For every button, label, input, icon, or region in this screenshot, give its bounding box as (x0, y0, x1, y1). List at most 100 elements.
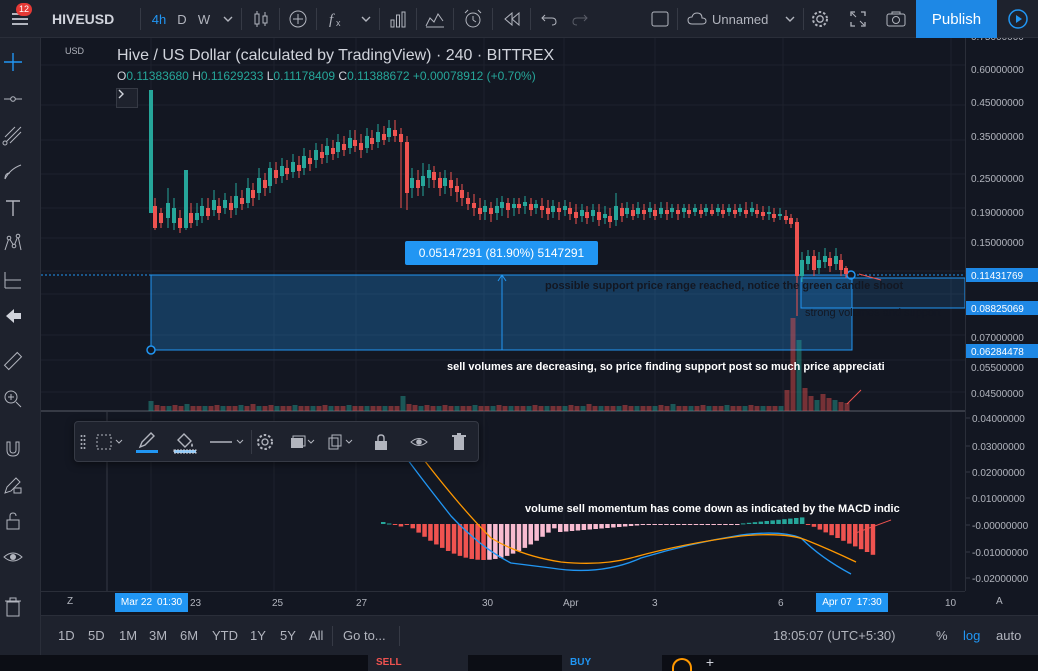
cloud-save-button[interactable] (684, 0, 710, 38)
delete-drawing-button[interactable] (447, 430, 471, 454)
time-axis[interactable]: Z Mar 22 01:30 23 25 27 30 Apr 3 6 Apr 0… (41, 591, 965, 615)
goto-label: Go to... (343, 628, 386, 643)
percent-toggle[interactable]: % (936, 628, 948, 643)
range-1m[interactable]: 1M (119, 628, 138, 643)
collapse-legend-button[interactable] (116, 88, 138, 108)
buy-button[interactable]: BUY (562, 655, 662, 671)
log-toggle[interactable]: log (963, 628, 981, 643)
line-color-button[interactable] (133, 430, 161, 454)
close-label: C (338, 69, 348, 83)
zoom-out-button[interactable]: Z (67, 596, 74, 607)
chart-canvas[interactable] (41, 38, 965, 591)
financials-button[interactable] (384, 0, 412, 38)
interval-dropdown[interactable] (218, 0, 238, 38)
candle-body (670, 208, 674, 212)
volume-bar (556, 406, 562, 411)
annotation-strong[interactable]: strong volumes and support (805, 307, 941, 319)
pattern-tool[interactable] (0, 230, 26, 256)
publish-button[interactable]: Publish (916, 0, 997, 38)
fullscreen-button[interactable] (844, 0, 872, 38)
range-all[interactable]: All (309, 628, 324, 643)
clone-button[interactable] (325, 430, 357, 454)
settings-button[interactable] (806, 0, 834, 38)
snapshot-button[interactable] (882, 0, 910, 38)
prediction-tool[interactable] (0, 267, 26, 293)
alert-button[interactable] (458, 0, 488, 38)
hide-drawings-tool[interactable] (0, 544, 26, 570)
volume-bar (700, 405, 706, 411)
macd-histogram-bar (499, 524, 504, 558)
crosshair-tool[interactable] (0, 49, 26, 75)
chart-pane[interactable]: Hive / US Dollar (calculated by TradingV… (41, 38, 965, 591)
remove-drawings-tool[interactable] (0, 594, 26, 620)
brush-tool[interactable] (0, 159, 26, 185)
candle-body (365, 136, 369, 148)
interval-w[interactable]: W (197, 11, 211, 27)
drawing-tools-sidebar (0, 38, 41, 671)
macd-histogram-bar (776, 519, 781, 524)
template-button[interactable] (287, 430, 319, 454)
symbol-search[interactable]: HIVEUSD (52, 11, 115, 27)
macd-histogram-bar (841, 524, 846, 541)
menu-button[interactable]: 12 (0, 0, 40, 38)
candle-body (149, 90, 153, 213)
text-tool[interactable] (0, 195, 26, 221)
line-style-button[interactable] (205, 430, 247, 454)
replay-button[interactable] (497, 0, 527, 38)
candle-body (540, 206, 544, 210)
measure-tool[interactable] (0, 348, 26, 374)
auto-scale-button[interactable]: A (996, 596, 1003, 607)
volume-bar (310, 406, 316, 411)
interval-4h[interactable]: 4h (151, 11, 167, 27)
signal-line (420, 455, 857, 564)
candle-body (455, 186, 459, 192)
lock-drawing-button[interactable] (369, 430, 393, 454)
annotation-macd[interactable]: volume sell momentum has come down as in… (525, 503, 900, 515)
annotation-sell-volumes[interactable]: sell volumes are decreasing, so price fi… (447, 361, 885, 373)
volume-bar (592, 406, 598, 411)
indicators-dropdown[interactable] (356, 0, 376, 38)
fill-color-button[interactable] (171, 430, 199, 454)
range-5y[interactable]: 5Y (280, 628, 296, 643)
background-area-button[interactable] (93, 430, 127, 454)
open-value: 0.11383680 (126, 69, 189, 83)
magnet-tool[interactable] (0, 436, 26, 462)
redo-button[interactable] (566, 0, 594, 38)
play-button[interactable] (998, 0, 1038, 38)
hide-drawing-button[interactable] (407, 430, 431, 454)
candle-body (512, 204, 516, 208)
compare-symbol-button[interactable] (284, 0, 312, 38)
drag-handle[interactable] (79, 430, 87, 454)
layout-dropdown[interactable] (780, 0, 800, 38)
stay-in-drawing-tool[interactable] (0, 472, 26, 498)
range-ytd[interactable]: YTD (212, 628, 238, 643)
macd-histogram-bar (711, 524, 716, 525)
fib-tool[interactable] (0, 122, 26, 148)
layout-name[interactable]: Unnamed (712, 11, 769, 27)
range-6m[interactable]: 6M (180, 628, 199, 643)
price-scale[interactable]: 0.75000000 0.60000000 0.45000000 0.35000000… (965, 32, 1038, 591)
undo-button[interactable] (535, 0, 563, 38)
chart-type-button[interactable] (246, 0, 276, 38)
interval-d[interactable]: D (177, 11, 187, 27)
annotation-support[interactable]: possible support price range reached, no… (545, 280, 904, 292)
macd-histogram-bar (646, 524, 651, 525)
range-1y[interactable]: 1Y (250, 628, 266, 643)
lock-drawings-tool[interactable] (0, 508, 26, 534)
layout-select-button[interactable] (646, 0, 674, 38)
timezone-clock[interactable]: 18:05:07 (UTC+5:30) (773, 628, 896, 643)
auto-toggle[interactable]: auto (996, 628, 1022, 643)
add-panel-button[interactable]: + (705, 654, 715, 670)
range-5d[interactable]: 5D (88, 628, 105, 643)
range-1d[interactable]: 1D (58, 628, 75, 643)
trend-line-tool[interactable] (0, 86, 26, 112)
sell-button[interactable]: SELL (368, 655, 468, 671)
zoom-tool[interactable] (0, 386, 26, 412)
drawing-settings-button[interactable] (253, 430, 277, 454)
back-tool[interactable] (0, 303, 26, 329)
volume-bar (250, 404, 256, 411)
range-3m[interactable]: 3M (149, 628, 168, 643)
goto-date-button[interactable]: Go to... (343, 628, 386, 643)
templates-button[interactable] (421, 0, 449, 38)
